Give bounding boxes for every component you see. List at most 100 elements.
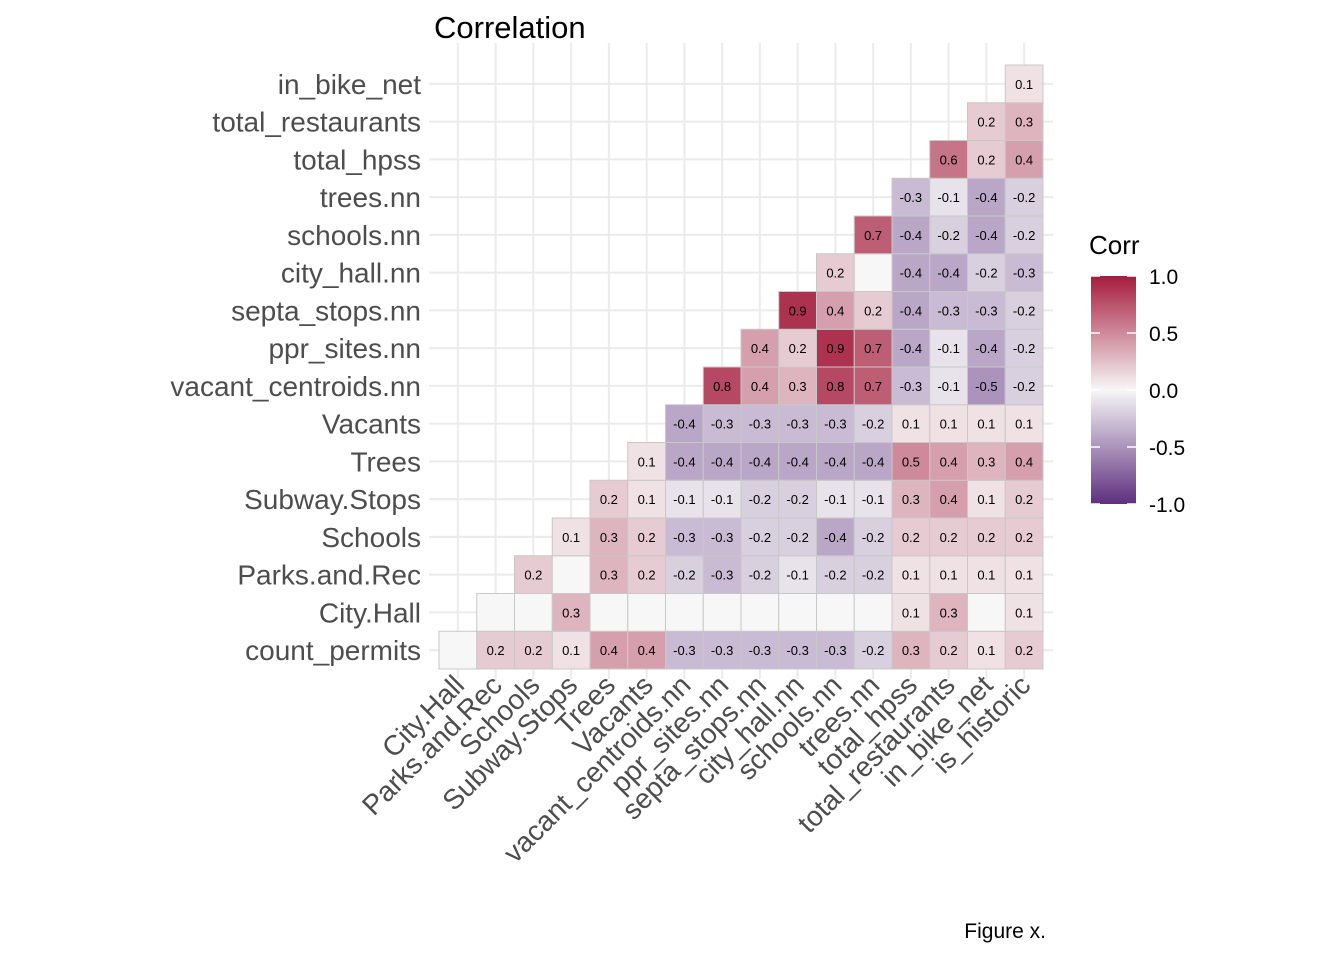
cell-value-label: -0.3 <box>786 643 808 658</box>
cell-value-label: 0.1 <box>562 643 580 658</box>
heatmap-cell <box>589 479 629 519</box>
cell-value-label: -0.3 <box>824 643 846 658</box>
heatmap-cell <box>967 442 1006 481</box>
cell-value-label: 0.4 <box>751 341 769 356</box>
heatmap-cell <box>740 593 780 632</box>
cell-value-label: -0.2 <box>1013 303 1035 318</box>
heatmap-cell <box>551 517 591 557</box>
heatmap-cell <box>816 593 855 632</box>
y-tick-label: total_restaurants <box>212 107 421 138</box>
cell-value-label: -0.4 <box>711 454 733 469</box>
cell-value-label: -0.2 <box>749 492 771 507</box>
cell-value-label: -0.2 <box>749 530 771 545</box>
cell-value-label: -0.4 <box>975 341 997 356</box>
cell-value-label: 0.3 <box>789 379 807 394</box>
cell-value-label: -0.2 <box>824 568 846 583</box>
heatmap-cell <box>1004 64 1044 104</box>
heatmap-cell <box>816 404 855 443</box>
cell-value-label: 0.4 <box>940 454 958 469</box>
cell-value-label: -0.1 <box>786 568 808 583</box>
heatmap-cell <box>702 442 742 481</box>
cell-value-label: 0.2 <box>524 568 542 583</box>
heatmap-cell <box>1004 517 1044 557</box>
cell-value-label: 0.1 <box>977 417 995 432</box>
cell-value-label: 0.7 <box>864 379 882 394</box>
y-tick-label: city_hall.nn <box>281 258 421 289</box>
cell-value-label: 0.1 <box>977 643 995 658</box>
heatmap-cell <box>589 630 629 670</box>
heatmap-cell <box>702 630 742 670</box>
cell-value-label: 0.3 <box>600 568 618 583</box>
heatmap-cell <box>816 479 855 519</box>
cell-value-label: -0.2 <box>749 568 771 583</box>
cell-value-label: -0.2 <box>673 568 695 583</box>
cell-value-label: -0.4 <box>673 417 695 432</box>
y-tick-label: City.Hall <box>319 597 421 628</box>
cell-value-label: 0.2 <box>902 530 920 545</box>
cell-value-label: 0.1 <box>902 605 920 620</box>
cell-value-label: 0.2 <box>638 530 656 545</box>
heatmap-cell <box>891 555 931 594</box>
cells-layer <box>438 64 1044 670</box>
cell-value-label: -0.1 <box>711 492 733 507</box>
y-axis: count_permits City.Hall Parks.and.Rec Schoo… <box>170 69 421 666</box>
cell-value-label: 0.2 <box>864 303 882 318</box>
cell-value-label: -0.4 <box>862 454 884 469</box>
heatmap-cell <box>702 593 742 632</box>
heatmap-cell <box>627 479 666 519</box>
cell-value-label: 0.4 <box>600 643 618 658</box>
heatmap-cell <box>929 291 968 330</box>
cell-value-label: 0.1 <box>1015 568 1033 583</box>
heatmap-cell <box>778 630 817 670</box>
cell-value-label: 0.2 <box>977 152 995 167</box>
cell-value-label: 0.4 <box>1015 454 1033 469</box>
cell-value-label: -0.3 <box>1013 266 1035 281</box>
cell-value-label: -0.2 <box>1013 190 1035 205</box>
heatmap-cell <box>891 404 931 443</box>
heatmap-cell <box>778 555 817 594</box>
heatmap-cell <box>551 593 591 632</box>
cell-value-label: -0.3 <box>749 417 771 432</box>
y-tick-label: ppr_sites.nn <box>268 333 421 364</box>
heatmap-cell <box>665 404 704 443</box>
cell-value-label: -0.4 <box>824 530 846 545</box>
y-tick-label: Schools <box>321 522 421 553</box>
cell-value-label: -0.2 <box>975 266 997 281</box>
cell-value-label: -0.2 <box>862 643 884 658</box>
legend-tick-label: 1.0 <box>1149 266 1178 289</box>
cell-value-label: 0.1 <box>940 568 958 583</box>
heatmap-cell <box>929 253 968 292</box>
y-tick-label: count_permits <box>245 635 421 666</box>
heatmap-cell <box>778 366 817 406</box>
heatmap-cell <box>1004 404 1044 443</box>
heatmap-cell <box>891 593 931 632</box>
heatmap-cell <box>1004 328 1044 368</box>
y-tick-label: Parks.and.Rec <box>237 560 421 591</box>
heatmap-cell <box>1004 291 1044 330</box>
heatmap-cell <box>665 479 704 519</box>
cell-value-label: -0.3 <box>673 530 695 545</box>
heatmap-cell <box>853 215 893 255</box>
cell-value-label: -0.1 <box>824 492 846 507</box>
heatmap-cell <box>967 140 1006 179</box>
cell-value-label: 0.3 <box>600 530 618 545</box>
heatmap-cell <box>1004 442 1044 481</box>
cell-value-label: 0.2 <box>1015 530 1033 545</box>
heatmap-cell <box>778 328 817 368</box>
cell-value-label: -0.4 <box>900 341 922 356</box>
heatmap-cell <box>929 555 968 594</box>
cell-value-label: -0.3 <box>900 190 922 205</box>
heatmap-cell <box>1004 140 1044 179</box>
heatmap-cell <box>891 479 931 519</box>
cell-value-label: -0.3 <box>937 303 959 318</box>
heatmap-cell <box>967 593 1006 632</box>
heatmap-cell <box>816 328 855 368</box>
heatmap-cell <box>438 630 478 670</box>
heatmap-cell <box>778 593 817 632</box>
cell-value-label: 0.9 <box>826 341 844 356</box>
cell-value-label: 0.8 <box>826 379 844 394</box>
cell-value-label: 0.3 <box>977 454 995 469</box>
cell-value-label: 0.2 <box>826 266 844 281</box>
legend: 1.0 0.5 0.0 -0.5 -1.0 <box>1091 266 1185 517</box>
heatmap-cell <box>589 517 629 557</box>
